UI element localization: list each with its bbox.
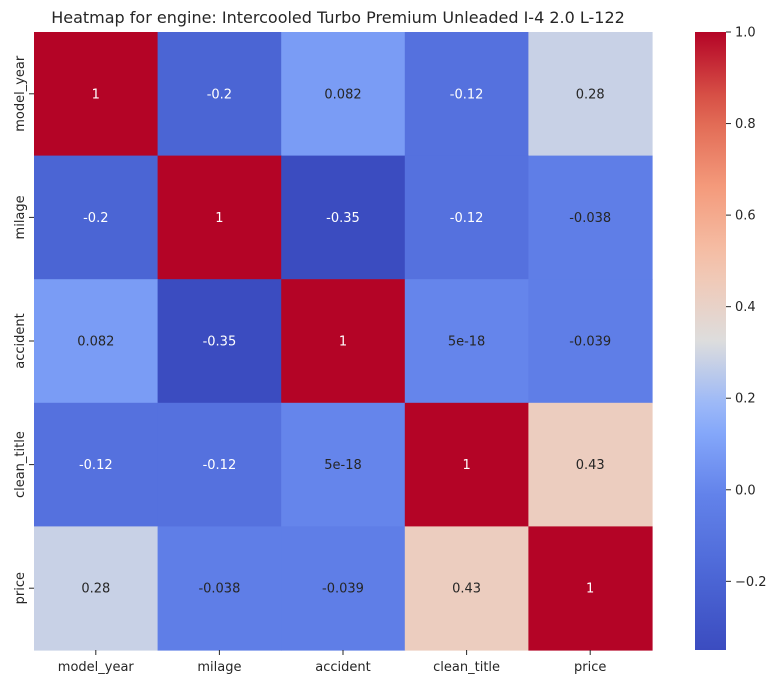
heatmap-cell xyxy=(281,155,406,280)
colorbar-tick-label: 0.2 xyxy=(735,392,756,407)
cell-annotation: -0.038 xyxy=(198,582,240,597)
cell-annotation: 0.082 xyxy=(324,87,361,102)
heatmap-cell xyxy=(528,279,653,404)
heatmap-cell xyxy=(34,279,159,404)
cell-annotation: -0.35 xyxy=(326,211,360,226)
colorbar xyxy=(695,32,726,650)
heatmap-cell xyxy=(404,32,529,157)
heatmap-cell xyxy=(528,155,653,280)
heatmap-cell xyxy=(157,32,282,157)
cell-annotation: -0.12 xyxy=(450,87,484,102)
heatmap-cell xyxy=(157,526,282,651)
heatmap-cell xyxy=(34,32,159,157)
heatmap-cells xyxy=(34,32,653,651)
heatmap-cell xyxy=(404,155,529,280)
cell-annotation: 5e-18 xyxy=(448,335,486,350)
heatmap-cell xyxy=(157,279,282,404)
cell-annotation: 0.28 xyxy=(81,582,110,597)
cell-annotation: 1 xyxy=(462,458,470,473)
heatmap-cell xyxy=(34,402,159,527)
cell-annotation: 1 xyxy=(586,582,594,597)
heatmap-cell xyxy=(528,32,653,157)
cell-annotations: 1 -0.2 0.082 -0.12 0.28 -0.2 1 -0.35 -0.12 -0.038… xyxy=(77,87,611,596)
cell-annotation: 1 xyxy=(215,211,223,226)
cell-annotation: 1 xyxy=(339,335,347,350)
cell-annotation: 0.43 xyxy=(576,458,605,473)
heatmap-cell xyxy=(528,402,653,527)
cell-annotation: 1 xyxy=(92,87,100,102)
x-tick-label: milage xyxy=(197,660,241,675)
colorbar-tick-label: 0.0 xyxy=(735,483,756,498)
y-tick-label: accident xyxy=(13,313,28,368)
heatmap-cell xyxy=(34,155,159,280)
cell-annotation: -0.35 xyxy=(203,335,237,350)
cell-annotation: -0.12 xyxy=(450,211,484,226)
cell-annotation: 0.28 xyxy=(576,87,605,102)
chart-title: Heatmap for engine: Intercooled Turbo Pr… xyxy=(51,8,625,27)
cell-annotation: -0.038 xyxy=(569,211,611,226)
colorbar-ticks: 1.0 0.8 0.6 0.4 0.2 0.0 −0.2 xyxy=(726,26,767,590)
cell-annotation: -0.039 xyxy=(322,582,364,597)
y-tick-label: clean_title xyxy=(13,431,28,498)
cell-annotation: -0.2 xyxy=(83,211,108,226)
heatmap-cell xyxy=(404,402,529,527)
heatmap-cell xyxy=(157,402,282,527)
colorbar-tick-label: 0.8 xyxy=(735,117,756,132)
cell-annotation: -0.039 xyxy=(569,335,611,350)
heatmap-cell xyxy=(281,279,406,404)
x-tick-label: price xyxy=(574,660,606,675)
cell-annotation: 5e-18 xyxy=(324,458,362,473)
y-tick-label: model_year xyxy=(13,55,28,132)
cell-annotation: -0.2 xyxy=(207,87,232,102)
x-axis-ticks: model_year milage accident clean_title price xyxy=(58,650,606,675)
x-tick-label: clean_title xyxy=(433,660,500,675)
heatmap-cell xyxy=(281,32,406,157)
colorbar-tick-label: 1.0 xyxy=(735,26,756,41)
cell-annotation: 0.43 xyxy=(452,582,481,597)
y-tick-label: price xyxy=(13,572,28,604)
y-tick-label: milage xyxy=(13,195,28,239)
cell-annotation: 0.082 xyxy=(77,335,114,350)
cell-annotation: -0.12 xyxy=(203,458,237,473)
heatmap-cell xyxy=(157,155,282,280)
heatmap-cell xyxy=(281,526,406,651)
heatmap-cell xyxy=(528,526,653,651)
colorbar-tick-label: −0.2 xyxy=(735,575,767,590)
heatmap-cell xyxy=(404,279,529,404)
cell-annotation: -0.12 xyxy=(79,458,113,473)
heatmap-cell xyxy=(281,402,406,527)
x-tick-label: model_year xyxy=(58,660,135,675)
heatmap-cell xyxy=(404,526,529,651)
colorbar-tick-label: 0.4 xyxy=(735,300,756,315)
heatmap-cell xyxy=(34,526,159,651)
x-tick-label: accident xyxy=(315,660,370,675)
colorbar-tick-label: 0.6 xyxy=(735,209,756,224)
